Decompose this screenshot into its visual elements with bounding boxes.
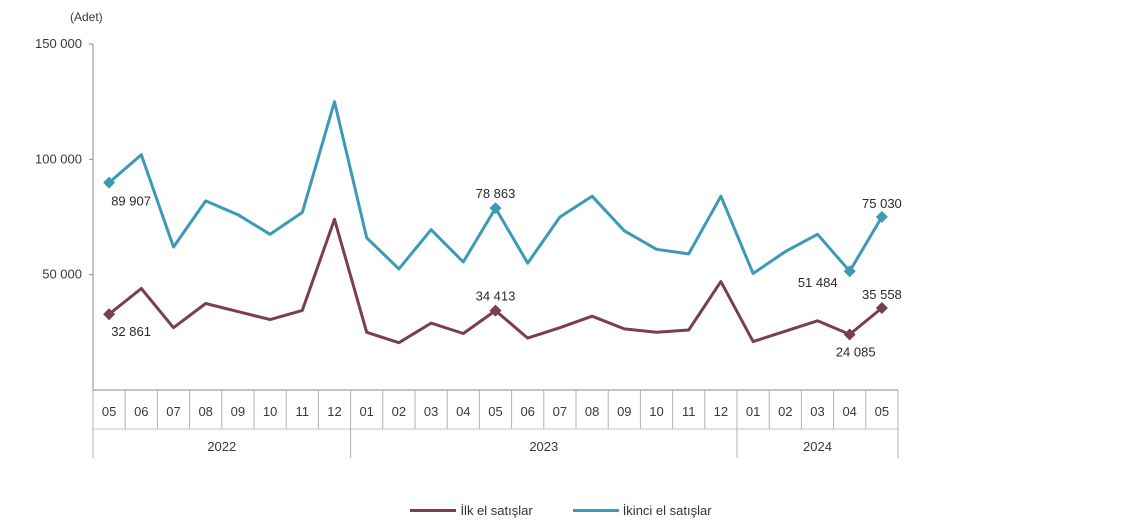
- x-tick-label: 10: [263, 404, 277, 419]
- x-tick-label: 01: [359, 404, 373, 419]
- x-tick-label: 02: [778, 404, 792, 419]
- legend-label-series-2: İkinci el satışlar: [622, 503, 712, 518]
- series-1-marker: [489, 304, 502, 317]
- series-layer: [103, 100, 888, 345]
- series-2-marker: [103, 176, 116, 189]
- x-tick-label: 12: [327, 404, 341, 419]
- year-group-label: 2023: [529, 439, 558, 454]
- x-tick-label: 04: [456, 404, 470, 419]
- legend-label-series-1: İlk el satışlar: [460, 503, 533, 518]
- x-tick-label: 09: [617, 404, 631, 419]
- x-tick-label: 11: [682, 404, 696, 419]
- data-label: 51 484: [798, 275, 838, 290]
- line-chart: (Adet) 50 000 100 000 150 000 05 06 07 08 09 10 1…: [35, 10, 902, 458]
- x-tick-label: 04: [842, 404, 856, 419]
- data-labels: 32 861 34 413 24 085 35 558 89 907 78 863 51 4…: [111, 186, 902, 359]
- data-label: 34 413: [476, 289, 516, 304]
- legend-item-series-2: İkinci el satışlar: [572, 503, 712, 518]
- series-2-marker: [875, 210, 888, 223]
- axes: 50 000 100 000 150 000 05 06 07 08 09 10 11 12 01 02…: [35, 36, 899, 458]
- x-tick-label: 10: [649, 404, 663, 419]
- data-label: 24 085: [836, 344, 876, 359]
- data-label: 35 558: [862, 287, 902, 302]
- legend-item-series-1: İlk el satışlar: [410, 503, 533, 518]
- legend-swatch-series-2: [572, 509, 619, 512]
- series-1-line: [108, 217, 883, 345]
- data-label: 78 863: [476, 186, 516, 201]
- x-tick-label: 02: [392, 404, 406, 419]
- series-1-marker: [103, 308, 116, 321]
- x-tick-label: 06: [520, 404, 534, 419]
- x-tick-label: 05: [875, 404, 889, 419]
- x-tick-label: 03: [424, 404, 438, 419]
- x-tick-label: 08: [585, 404, 599, 419]
- y-tick-label: 50 000: [42, 267, 82, 282]
- series-1-marker: [875, 301, 888, 314]
- data-label: 32 861: [111, 324, 151, 339]
- x-tick-label: 09: [231, 404, 245, 419]
- data-label: 89 907: [111, 194, 151, 209]
- x-tick-label: 03: [810, 404, 824, 419]
- x-tick-label: 08: [198, 404, 212, 419]
- x-tick-label: 01: [746, 404, 760, 419]
- series-2-marker: [489, 202, 502, 215]
- year-group-label: 2022: [207, 439, 236, 454]
- data-label: 75 030: [862, 196, 902, 211]
- x-tick-label: 07: [553, 404, 567, 419]
- y-tick-label: 100 000: [35, 151, 82, 166]
- series-1-marker: [843, 328, 856, 341]
- legend: İlk el satışlar İkinci el satışlar: [0, 503, 1122, 518]
- x-tick-label: 07: [166, 404, 180, 419]
- x-tick-label: 06: [134, 404, 148, 419]
- x-tick-label: 05: [488, 404, 502, 419]
- series-2-marker: [843, 265, 856, 278]
- x-tick-label: 11: [296, 404, 310, 419]
- year-group-label: 2024: [803, 439, 832, 454]
- x-tick-label: 05: [102, 404, 116, 419]
- y-tick-label: 150 000: [35, 36, 82, 51]
- legend-swatch-series-1: [410, 509, 457, 512]
- unit-label: (Adet): [70, 10, 103, 24]
- x-tick-label: 12: [714, 404, 728, 419]
